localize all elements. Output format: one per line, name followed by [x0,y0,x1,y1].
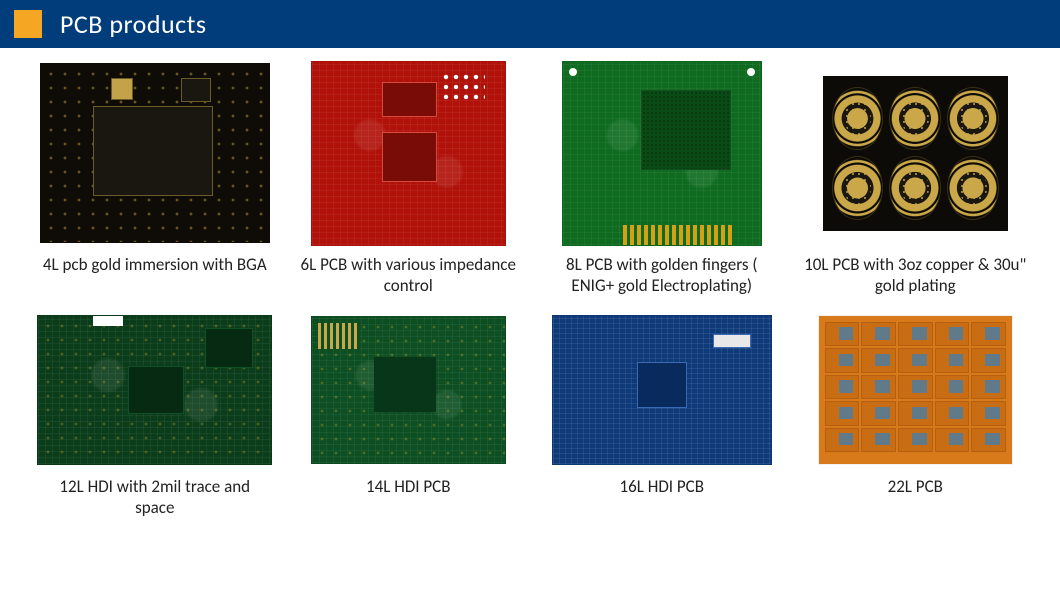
product-caption: 12L HDI with 2mil trace and space [30,470,280,519]
product-card: 16L HDI PCB [537,310,787,519]
pcb-image-4l [40,63,270,243]
pcb-image-22l [818,315,1013,465]
page-title: PCB products [60,8,207,40]
product-thumb [791,58,1041,248]
product-caption: 14L HDI PCB [358,470,459,512]
product-caption: 8L PCB with golden fingers ( ENIG+ gold … [537,248,787,306]
product-thumb [537,58,787,248]
accent-square-icon [14,10,42,38]
product-thumb [537,310,787,470]
page-header: PCB products [0,0,1060,48]
product-card: 4L pcb gold immersion with BGA [30,58,280,306]
product-caption: 10L PCB with 3oz copper & 30u" gold plat… [791,248,1041,306]
product-card: 6L PCB with various impedance control [284,58,534,306]
product-caption: 4L pcb gold immersion with BGA [35,248,275,306]
product-card: 10L PCB with 3oz copper & 30u" gold plat… [791,58,1041,306]
product-thumb [284,58,534,248]
pcb-image-6l [311,61,506,246]
product-caption: 6L PCB with various impedance control [284,248,534,306]
pcb-image-12l [37,315,272,465]
product-thumb [30,58,280,248]
product-card: 22L PCB [791,310,1041,519]
product-thumb [791,310,1041,470]
pcb-image-10l [823,76,1008,231]
pcb-image-8l [562,61,762,246]
pcb-image-16l [552,315,772,465]
product-card: 14L HDI PCB [284,310,534,519]
product-caption: 16L HDI PCB [612,470,713,512]
pcb-image-14l [311,316,506,464]
product-grid: 4L pcb gold immersion with BGA 6L PCB wi… [0,48,1060,519]
product-caption: 22L PCB [880,470,951,512]
product-thumb [284,310,534,470]
product-card: 12L HDI with 2mil trace and space [30,310,280,519]
product-card: 8L PCB with golden fingers ( ENIG+ gold … [537,58,787,306]
product-thumb [30,310,280,470]
